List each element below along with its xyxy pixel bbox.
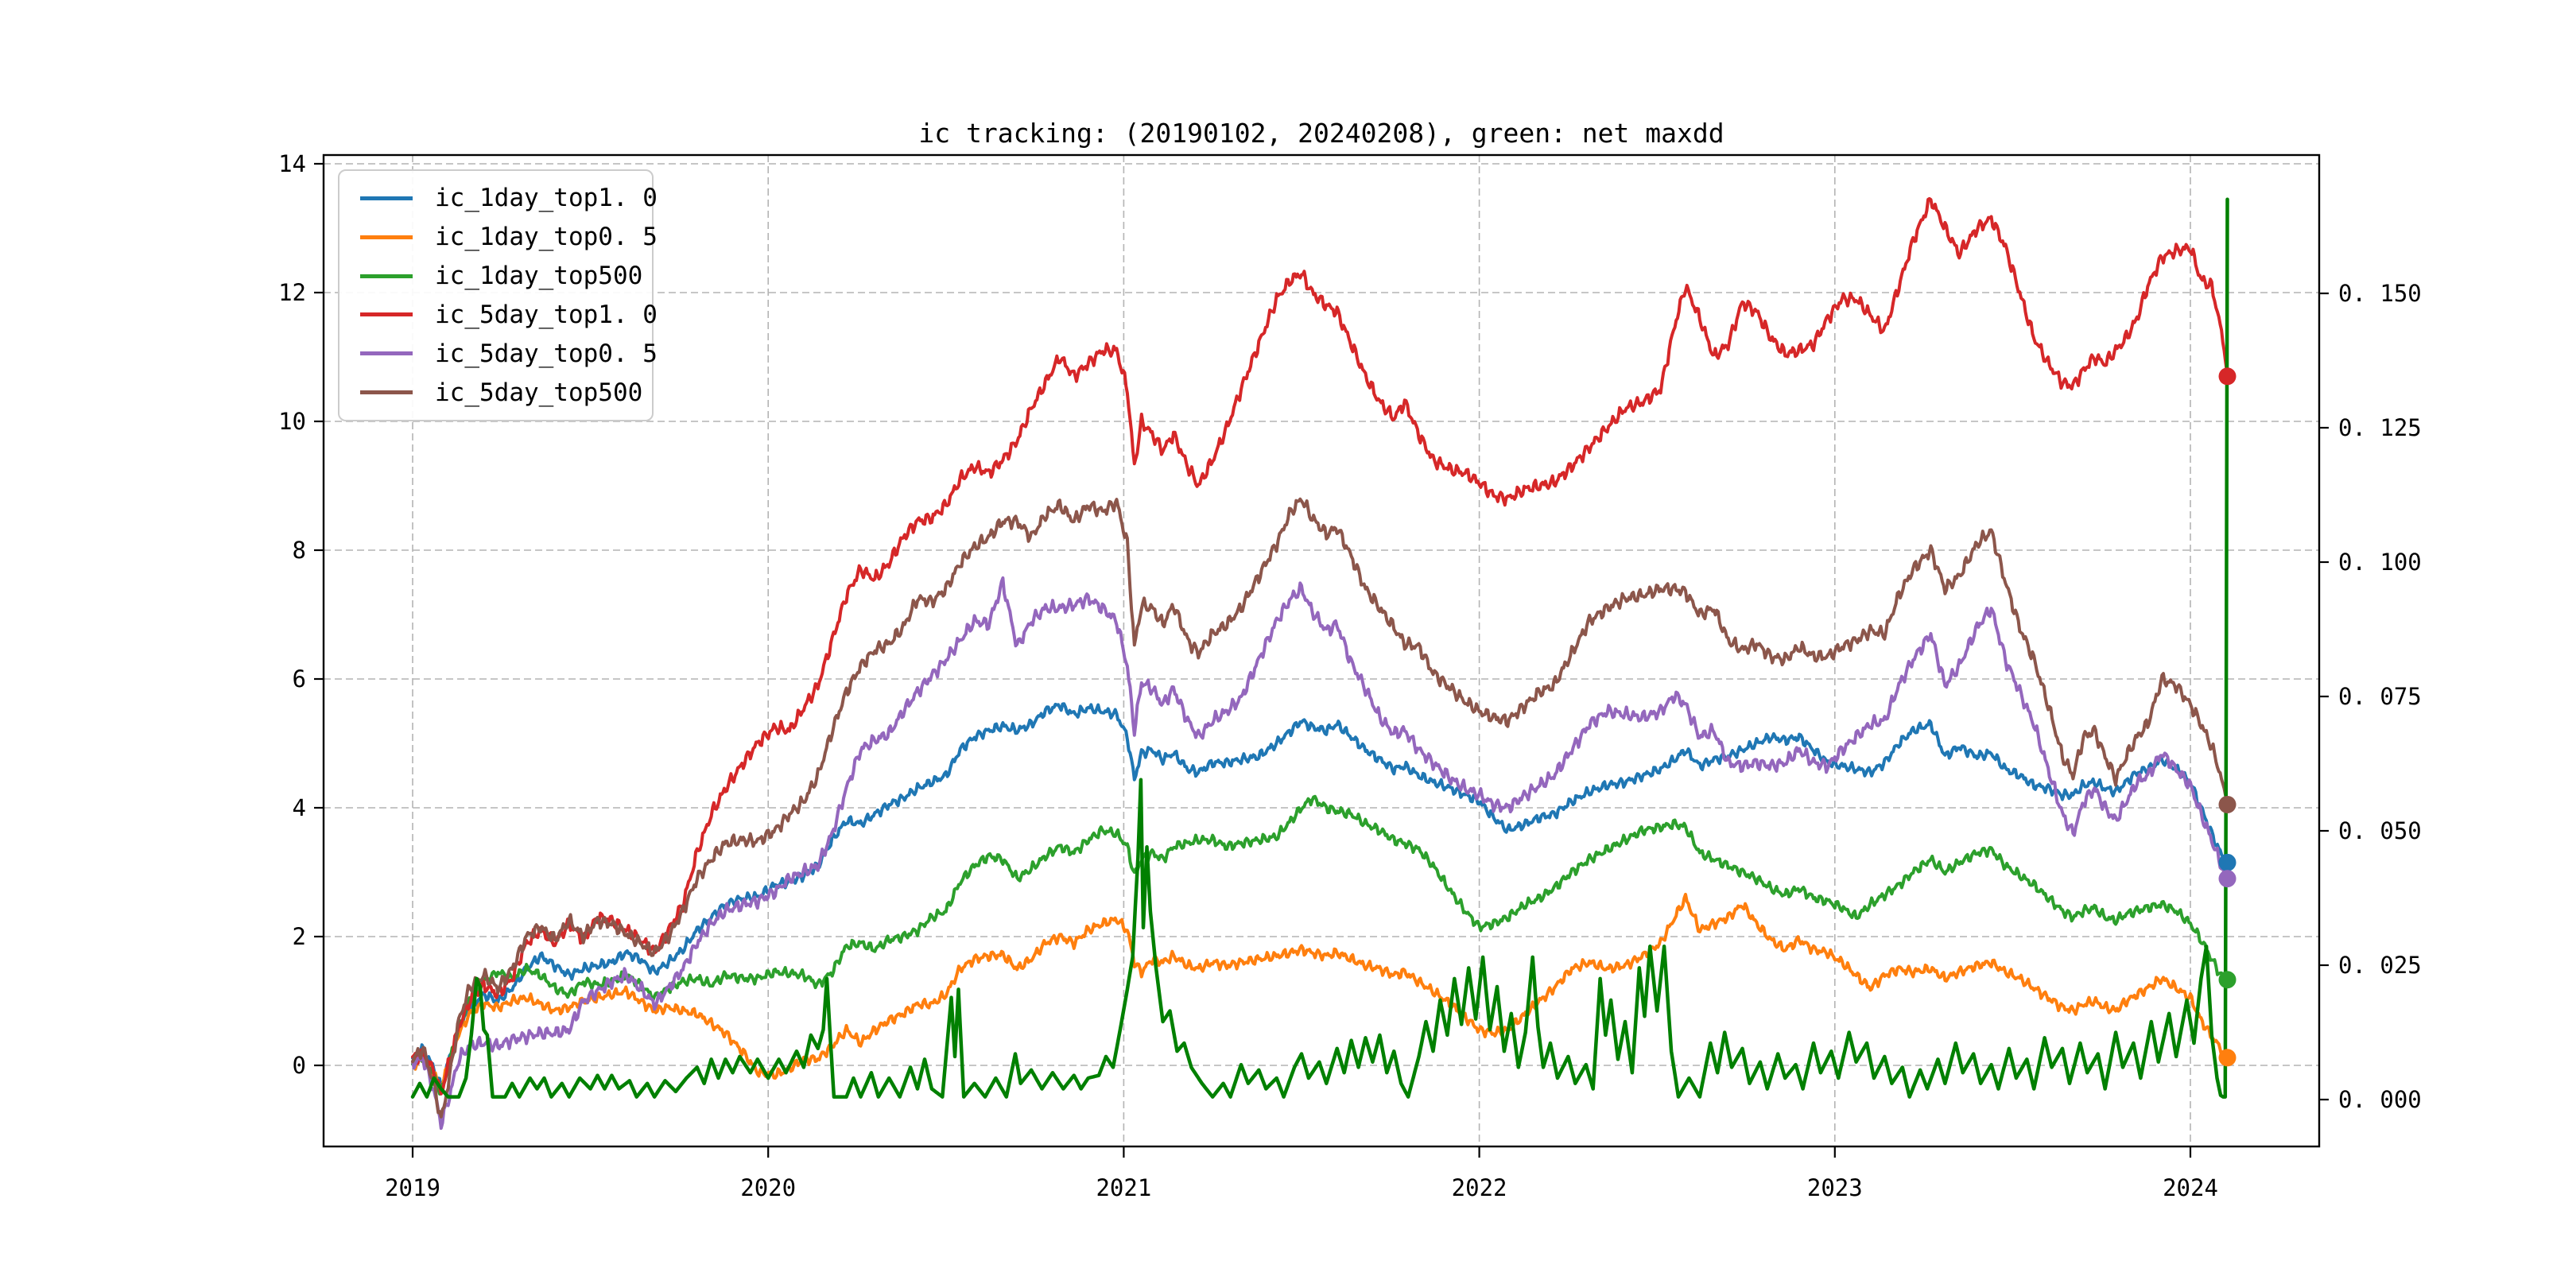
legend-line-swatch (360, 390, 413, 395)
legend-item: ic_5day_top500 (339, 374, 652, 411)
gridlines (324, 155, 2319, 1146)
end-dot (2218, 1049, 2237, 1067)
end-dot (2218, 870, 2237, 888)
right-tick-label: 0. 100 (2338, 549, 2422, 576)
end-dot (2218, 367, 2237, 386)
tick-marks (314, 162, 2329, 1158)
left-tick-label: 8 (293, 537, 306, 564)
series-line-1 (411, 892, 2229, 1092)
plot-spines (322, 153, 2321, 1148)
maxdd-line (410, 197, 2229, 1099)
left-tick-label: 12 (278, 279, 306, 306)
legend-line-swatch (360, 235, 413, 239)
legend-item-label: ic_5day_top500 (435, 378, 643, 407)
series-line-5 (411, 497, 2229, 1119)
right-tick-label: 0. 075 (2338, 683, 2422, 710)
legend-box: ic_1day_top1. 0 ic_1day_top0. 5 ic_1day_… (338, 169, 658, 421)
x-tick-label: 2021 (1096, 1174, 1151, 1201)
legend-item-label: ic_1day_top1. 0 (435, 184, 658, 213)
legend-line-swatch (360, 196, 413, 200)
legend-item: ic_1day_top0. 5 (339, 219, 658, 255)
tick-labels: 0 2 4 6 8 10 12 14 0. 000 0. 025 0. 050 0. 075 0. 10… (278, 150, 2422, 1201)
end-dot (2218, 853, 2237, 871)
series-line-4 (411, 576, 2229, 1131)
legend-line-swatch (360, 274, 413, 278)
end-dots (2218, 367, 2237, 1067)
right-tick-label: 0. 125 (2338, 414, 2422, 441)
series-line-0 (411, 702, 2229, 1091)
x-tick-label: 2022 (1452, 1174, 1507, 1201)
right-tick-label: 0. 025 (2338, 952, 2422, 979)
left-tick-label: 2 (293, 923, 306, 950)
right-tick-label: 0. 000 (2338, 1086, 2422, 1113)
legend-item-label: ic_5day_top0. 5 (435, 339, 658, 368)
x-tick-label: 2024 (2163, 1174, 2218, 1201)
right-tick-label: 0. 150 (2338, 280, 2422, 307)
chart-title: ic tracking: (20190102, 20240208), green… (918, 118, 1724, 149)
x-tick-label: 2023 (1807, 1174, 1863, 1201)
legend-item: ic_1day_top500 (339, 258, 652, 294)
series-line-2 (411, 794, 2229, 1096)
left-tick-label: 4 (293, 794, 306, 821)
end-dot (2218, 971, 2237, 989)
legend-item: ic_5day_top0. 5 (339, 336, 658, 372)
x-tick-label: 2020 (740, 1174, 796, 1201)
right-tick-label: 0. 050 (2338, 817, 2422, 844)
x-tick-label: 2019 (385, 1174, 440, 1201)
series-line-3 (411, 196, 2229, 1096)
legend-item: ic_1day_top1. 0 (339, 180, 658, 216)
legend-item: ic_5day_top1. 0 (339, 297, 658, 333)
legend-item-label: ic_5day_top1. 0 (435, 300, 658, 329)
legend-line-swatch (360, 351, 413, 356)
legend-item-label: ic_1day_top500 (435, 262, 643, 291)
end-dot (2218, 795, 2237, 813)
legend-line-swatch (360, 312, 413, 317)
legend-item-label: ic_1day_top0. 5 (435, 223, 658, 252)
left-tick-label: 0 (293, 1052, 306, 1079)
series-lines (410, 196, 2229, 1131)
left-tick-label: 10 (278, 408, 306, 435)
left-tick-label: 6 (293, 665, 306, 692)
left-tick-label: 14 (278, 150, 306, 177)
